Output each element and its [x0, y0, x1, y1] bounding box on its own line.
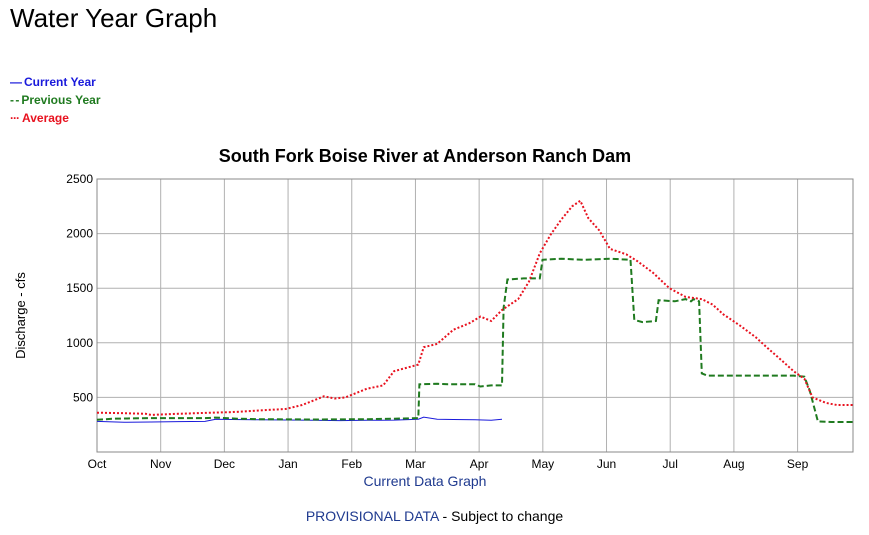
y-tick-label: 1000 — [66, 336, 93, 350]
x-tick-label: Mar — [405, 457, 426, 471]
y-axis-title: Discharge - cfs — [13, 272, 28, 359]
x-tick-label: Jun — [597, 457, 616, 471]
legend-label: Current Year — [24, 75, 96, 89]
chart-title: South Fork Boise River at Anderson Ranch… — [219, 146, 631, 166]
y-tick-label: 2500 — [66, 172, 93, 186]
x-tick-label: Apr — [470, 457, 489, 471]
x-tick-label: Nov — [150, 457, 171, 471]
x-tick-label: Jul — [663, 457, 678, 471]
legend-item-previous-year[interactable]: - - Previous Year — [10, 91, 101, 109]
subject-to-change-label: - Subject to change — [438, 508, 564, 524]
legend-item-current-year[interactable]: — Current Year — [10, 73, 101, 91]
discharge-chart: South Fork Boise River at Anderson Ranch… — [13, 146, 854, 489]
plot-frame — [96, 178, 854, 453]
x-tick-label: Oct — [88, 457, 107, 471]
legend-label: Previous Year — [21, 93, 101, 107]
y-tick-label: 2000 — [66, 227, 93, 241]
x-tick-label: Feb — [341, 457, 362, 471]
page-title: Water Year Graph — [10, 3, 218, 33]
legend-label: Average — [22, 111, 69, 125]
legend: — Current Year - - Previous Year ··· Ave… — [10, 73, 101, 127]
x-tick-label: Dec — [214, 457, 235, 471]
x-axis-title: Current Data Graph — [364, 473, 487, 489]
x-tick-label: Sep — [787, 457, 809, 471]
footer-note: PROVISIONAL DATA - Subject to change — [0, 508, 869, 524]
x-tick-label: May — [531, 457, 554, 471]
series-line-average — [96, 199, 853, 416]
legend-swatch-dashed: - - — [10, 93, 19, 107]
x-tick-label: Jan — [278, 457, 297, 471]
legend-swatch-solid: — — [10, 75, 22, 89]
series-line-previous-year — [96, 257, 853, 423]
y-tick-label: 1500 — [66, 281, 93, 295]
y-tick-label: 500 — [73, 390, 93, 404]
provisional-data-label: PROVISIONAL DATA — [305, 508, 439, 524]
legend-item-average[interactable]: ··· Average — [10, 109, 101, 127]
legend-swatch-dotted: ··· — [10, 111, 20, 125]
x-tick-label: Aug — [723, 457, 744, 471]
series-line-current-year — [96, 416, 503, 423]
